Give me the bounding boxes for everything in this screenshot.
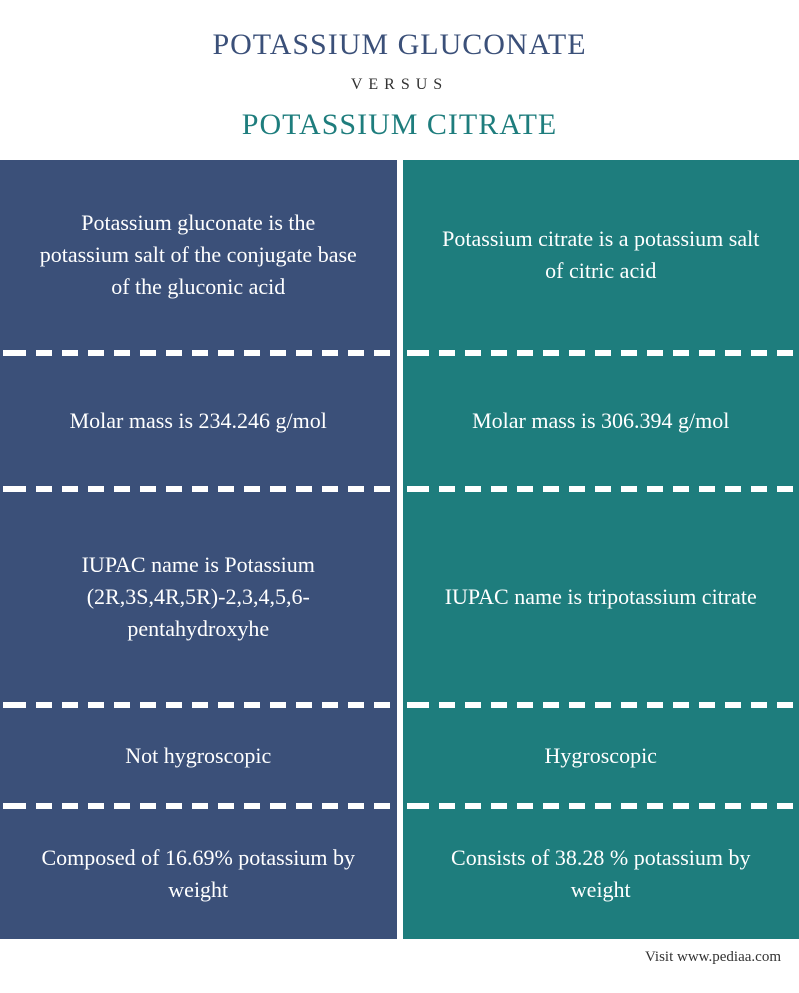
infographic-container: POTASSIUM GLUCONATE VERSUS POTASSIUM CIT… bbox=[0, 0, 799, 984]
title-b: POTASSIUM CITRATE bbox=[20, 108, 779, 142]
comparison-cell-right-4: Consists of 38.28 % potassium by weight bbox=[403, 809, 799, 939]
comparison-cell-right-3: Hygroscopic bbox=[403, 708, 799, 803]
comparison-cell-left-2: IUPAC name is Potassium (2R,3S,4R,5R)-2,… bbox=[0, 492, 397, 702]
header: POTASSIUM GLUCONATE VERSUS POTASSIUM CIT… bbox=[0, 0, 799, 160]
comparison-cell-right-1: Molar mass is 306.394 g/mol bbox=[403, 356, 799, 486]
comparison-cell-left-0: Potassium gluconate is the potassium sal… bbox=[0, 160, 397, 350]
comparison-cell-right-0: Potassium citrate is a potassium salt of… bbox=[403, 160, 799, 350]
column-citrate: Potassium citrate is a potassium salt of… bbox=[403, 160, 799, 939]
comparison-grid: Potassium gluconate is the potassium sal… bbox=[0, 160, 799, 939]
comparison-cell-left-3: Not hygroscopic bbox=[0, 708, 397, 803]
title-a: POTASSIUM GLUCONATE bbox=[20, 28, 779, 62]
comparison-cell-left-4: Composed of 16.69% potassium by weight bbox=[0, 809, 397, 939]
versus-label: VERSUS bbox=[20, 76, 779, 94]
column-gluconate: Potassium gluconate is the potassium sal… bbox=[0, 160, 397, 939]
comparison-cell-left-1: Molar mass is 234.246 g/mol bbox=[0, 356, 397, 486]
comparison-cell-right-2: IUPAC name is tripotassium citrate bbox=[403, 492, 799, 702]
footer-credit: Visit www.pediaa.com bbox=[0, 939, 799, 984]
